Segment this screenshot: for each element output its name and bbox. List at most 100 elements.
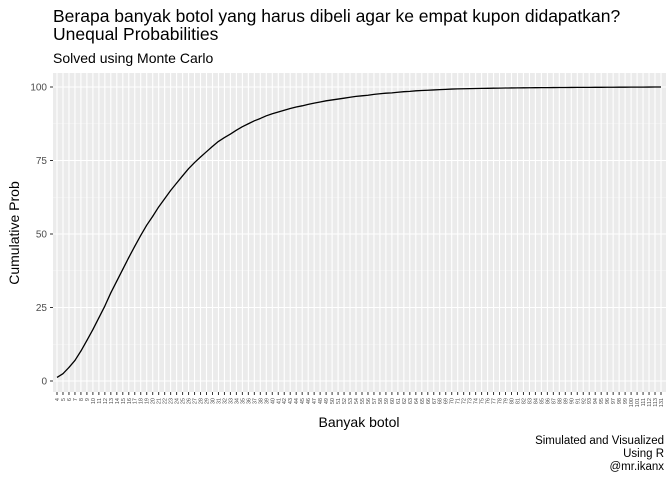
x-tick-label: 24 bbox=[175, 398, 181, 404]
chart-subtitle: Solved using Monte Carlo bbox=[53, 50, 214, 66]
x-tick-label: 86 bbox=[545, 398, 551, 404]
x-tick-label: 71 bbox=[456, 398, 462, 404]
x-tick-label: 45 bbox=[300, 398, 306, 404]
x-tick-label: 33 bbox=[228, 398, 234, 404]
x-tick-label: 36 bbox=[246, 398, 252, 404]
x-tick-label: 28 bbox=[199, 398, 205, 404]
x-tick-label: 21 bbox=[157, 398, 163, 404]
x-tick-label: 38 bbox=[258, 398, 264, 404]
x-tick-label: 66 bbox=[426, 398, 432, 404]
x-tick-label: 69 bbox=[444, 398, 450, 404]
x-tick-label: 44 bbox=[294, 398, 300, 404]
x-tick-label: 59 bbox=[384, 398, 390, 404]
x-tick-label: 100 bbox=[629, 398, 635, 407]
x-tick-label: 31 bbox=[216, 398, 222, 404]
x-tick-label: 4 bbox=[55, 398, 61, 401]
x-tick-label: 75 bbox=[480, 398, 486, 404]
x-tick-label: 25 bbox=[181, 398, 187, 404]
x-tick-label: 113 bbox=[653, 398, 659, 407]
caption-line-1: Simulated and Visualized bbox=[535, 435, 664, 447]
x-tick-label: 77 bbox=[492, 398, 498, 404]
caption-line-3: @mr.ikanx bbox=[610, 461, 665, 473]
x-tick-label: 83 bbox=[527, 398, 533, 404]
series-layer bbox=[56, 86, 662, 379]
x-tick-label: 35 bbox=[240, 398, 246, 404]
chart-title: Berapa banyak botol yang harus dibeli ag… bbox=[53, 6, 620, 26]
y-tick-label: 25 bbox=[36, 303, 48, 314]
x-tick-label: 95 bbox=[599, 398, 605, 404]
x-tick-label: 32 bbox=[222, 398, 228, 404]
x-tick-label: 46 bbox=[306, 398, 312, 404]
x-tick-label: 48 bbox=[318, 398, 324, 404]
x-tick-label: 14 bbox=[115, 398, 121, 404]
x-tick-label: 67 bbox=[432, 398, 438, 404]
x-tick-label: 81 bbox=[515, 398, 521, 404]
x-tick-label: 87 bbox=[551, 398, 557, 404]
x-tick-label: 94 bbox=[593, 398, 599, 404]
x-tick-label: 58 bbox=[378, 398, 384, 404]
x-tick-label: 84 bbox=[533, 398, 539, 404]
x-tick-label: 51 bbox=[336, 398, 342, 404]
x-tick-label: 49 bbox=[324, 398, 330, 404]
x-tick-label: 98 bbox=[617, 398, 623, 404]
x-tick-label: 88 bbox=[557, 398, 563, 404]
x-tick-label: 64 bbox=[414, 398, 420, 404]
x-tick-label: 39 bbox=[264, 398, 270, 404]
x-tick-label: 12 bbox=[103, 398, 109, 404]
x-tick-label: 82 bbox=[521, 398, 527, 404]
chart-title-line2: Unequal Probabilities bbox=[53, 24, 219, 44]
x-tick-label: 56 bbox=[366, 398, 372, 404]
x-axis: 4 5 6 7 8 9 10 11 12 13 14 15 16 17 18 19 20 21 22 23 24 25 26… bbox=[55, 392, 665, 407]
x-tick-label: 65 bbox=[420, 398, 426, 404]
x-tick-label: 23 bbox=[169, 398, 175, 404]
y-tick-label: 75 bbox=[36, 156, 48, 167]
x-tick-label: 111 bbox=[641, 398, 647, 406]
x-tick-label: 91 bbox=[575, 398, 581, 404]
x-tick-label: 34 bbox=[234, 398, 240, 404]
x-tick-label: 5 bbox=[61, 398, 67, 401]
x-tick-label: 78 bbox=[498, 398, 504, 404]
x-tick-label: 18 bbox=[139, 398, 145, 404]
plot-panel bbox=[53, 73, 666, 392]
x-tick-label: 41 bbox=[276, 398, 282, 404]
x-tick-label: 112 bbox=[647, 398, 653, 407]
x-tick-label: 68 bbox=[438, 398, 444, 404]
x-tick-label: 10 bbox=[91, 398, 97, 404]
x-tick-label: 15 bbox=[121, 398, 127, 404]
x-tick-label: 47 bbox=[312, 398, 318, 404]
x-tick-label: 92 bbox=[581, 398, 587, 404]
x-tick-label: 11 bbox=[97, 398, 103, 404]
x-tick-label: 89 bbox=[563, 398, 569, 404]
x-tick-label: 50 bbox=[330, 398, 336, 404]
grid-layer bbox=[53, 73, 666, 392]
x-tick-label: 73 bbox=[468, 398, 474, 404]
x-tick-label: 40 bbox=[270, 398, 276, 404]
caption-line-2: Using R bbox=[623, 448, 664, 460]
x-tick-label: 9 bbox=[85, 398, 91, 401]
x-tick-label: 63 bbox=[408, 398, 414, 404]
x-tick-label: 90 bbox=[569, 398, 575, 404]
x-tick-label: 131 bbox=[659, 398, 665, 407]
x-tick-label: 27 bbox=[193, 398, 199, 404]
x-tick-label: 93 bbox=[587, 398, 593, 404]
x-tick-label: 52 bbox=[342, 398, 348, 404]
x-tick-label: 101 bbox=[635, 398, 641, 407]
x-tick-label: 74 bbox=[474, 398, 480, 404]
x-tick-label: 70 bbox=[450, 398, 456, 404]
x-tick-label: 80 bbox=[509, 398, 515, 404]
x-tick-label: 55 bbox=[360, 398, 366, 404]
x-tick-label: 96 bbox=[605, 398, 611, 404]
x-tick-label: 29 bbox=[205, 398, 211, 404]
x-tick-label: 30 bbox=[210, 398, 216, 404]
y-axis: 0 25 50 75 100 bbox=[30, 83, 53, 388]
x-tick-label: 85 bbox=[539, 398, 545, 404]
x-tick-label: 7 bbox=[73, 398, 79, 401]
x-tick-label: 16 bbox=[127, 398, 133, 404]
y-tick-label: 50 bbox=[36, 230, 48, 241]
y-axis-label: Cumulative Prob bbox=[6, 181, 22, 285]
x-tick-label: 43 bbox=[288, 398, 294, 404]
x-tick-label: 54 bbox=[354, 398, 360, 404]
x-tick-label: 8 bbox=[79, 398, 85, 401]
